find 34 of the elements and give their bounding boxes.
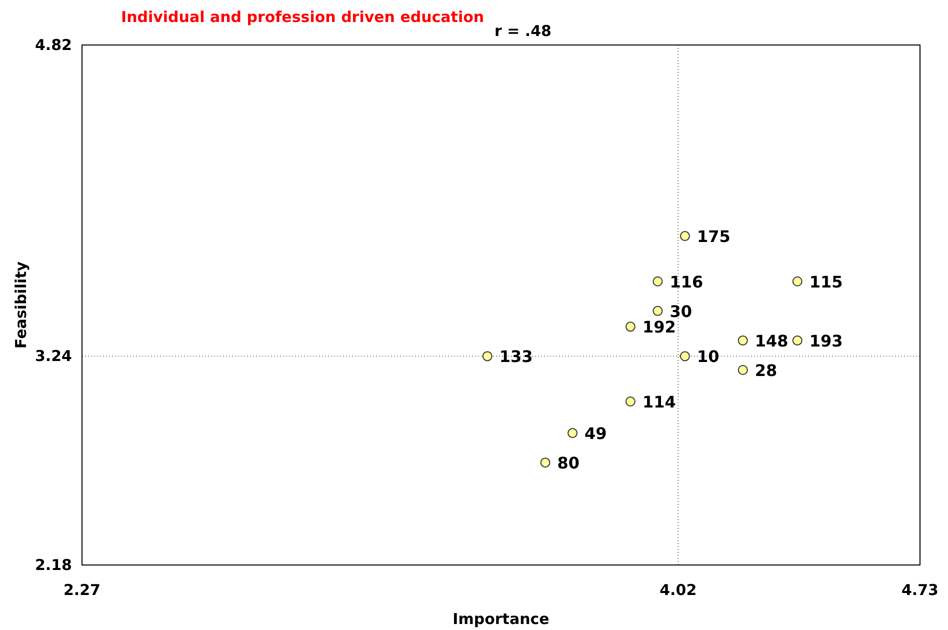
y-axis-title: Feasibility: [12, 261, 30, 349]
annotation: 114: [642, 392, 676, 412]
annotation: 133: [499, 347, 533, 366]
point: [738, 365, 748, 375]
x-tick-label: 4.73: [901, 581, 939, 599]
point: [792, 276, 802, 286]
point: [680, 351, 690, 362]
x-axis-title: Importance: [452, 610, 550, 628]
annotation: 10: [696, 347, 720, 366]
x-tick-label: 2.27: [63, 581, 101, 599]
text: r = .48: [494, 22, 552, 40]
annotation: 28: [754, 361, 778, 380]
annotation: 80: [557, 454, 580, 473]
point: [792, 335, 802, 346]
point: [540, 458, 550, 468]
y-tick-label: 3.24: [34, 347, 72, 366]
chart-title: Individual and profession driven education: [121, 8, 484, 26]
point: [652, 306, 663, 316]
y-tick-label: 2.18: [34, 556, 72, 574]
annotation: 175: [696, 227, 730, 246]
point: [625, 322, 636, 332]
annotation: 116: [670, 272, 704, 292]
point: [568, 428, 578, 438]
point: [738, 335, 748, 346]
y-tick-label: 4.82: [34, 36, 72, 54]
annotation: 49: [584, 424, 607, 444]
annotation: 193: [809, 331, 843, 350]
x-tick-label: 4.02: [660, 581, 697, 599]
point: [482, 351, 492, 362]
annotation: 148: [754, 331, 788, 350]
point: [625, 396, 636, 407]
point: [652, 276, 663, 286]
annotation: 115: [809, 272, 843, 292]
point: [680, 231, 690, 242]
